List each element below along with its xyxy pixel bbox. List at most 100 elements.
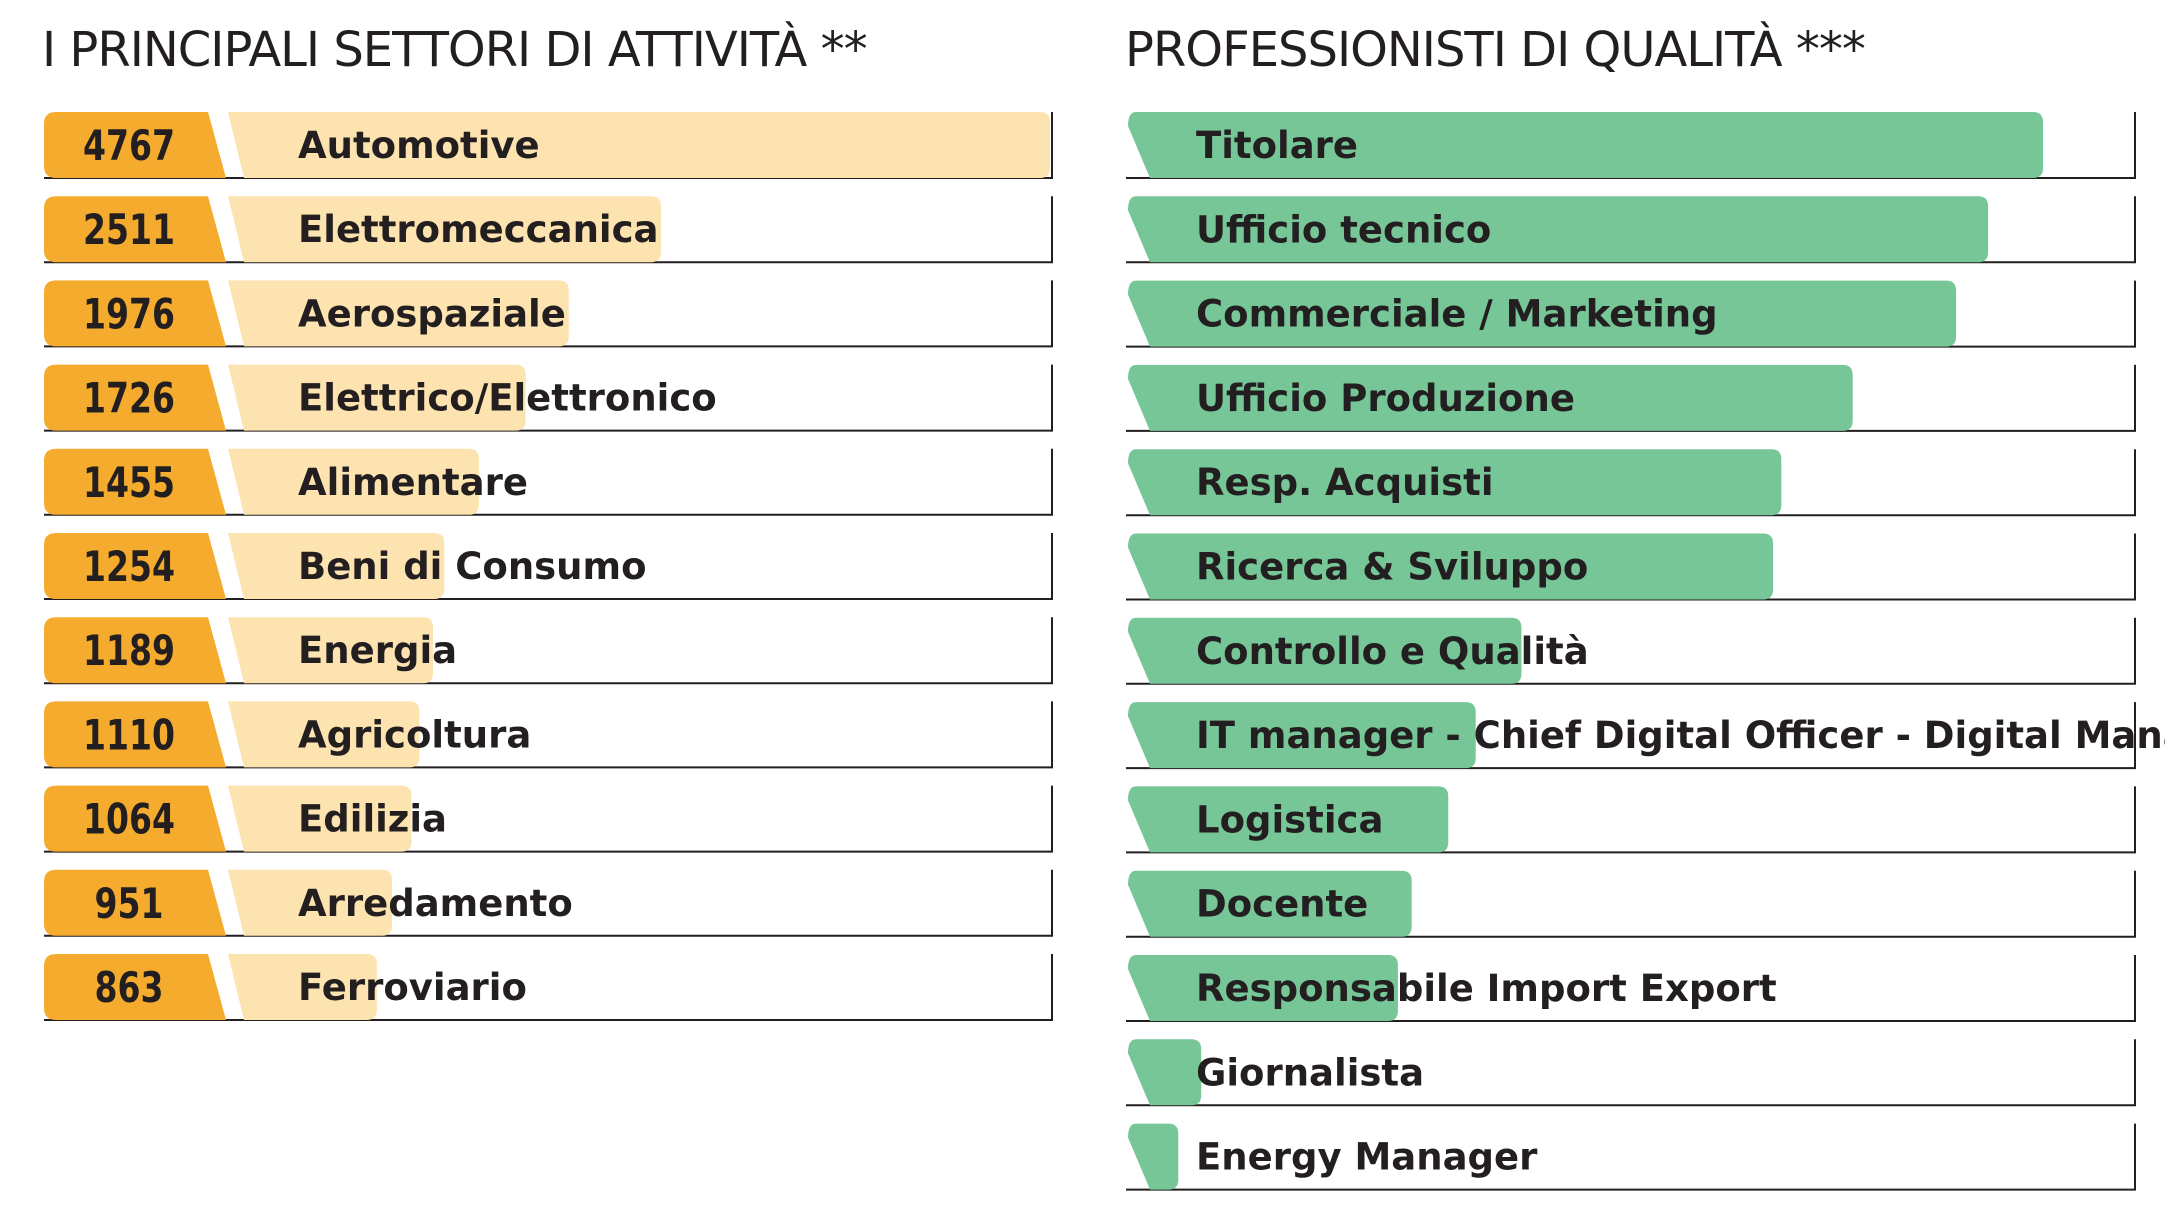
bar xyxy=(1128,533,1774,600)
bar xyxy=(228,196,661,263)
bar-row: 1726 Elettrico/Elettronico xyxy=(44,364,1053,432)
value-tab xyxy=(44,112,226,178)
value-label: 1064 xyxy=(83,795,175,844)
bar xyxy=(228,364,526,431)
category-label: Ferroviario xyxy=(298,966,527,1009)
professionals-chart: PROFESSIONISTI DI QUALITÀ *** Titolare Uf… xyxy=(1100,0,2165,1216)
bar-row: 1254 Beni di Consumo xyxy=(44,533,1053,600)
bar xyxy=(1128,702,1476,769)
value-label: 1189 xyxy=(83,626,175,675)
bar-row: Controllo e Qualità xyxy=(1126,617,2136,685)
category-label: Automotive xyxy=(298,124,540,167)
bar xyxy=(1128,1123,1179,1190)
sectors-bar-chart: 4767 Automotive 2511 Elettromeccanica 1976 Ae… xyxy=(44,112,1053,1021)
bar xyxy=(228,448,479,515)
bar-row: Commerciale / Marketing xyxy=(1126,280,2136,348)
value-tab xyxy=(44,448,226,515)
value-tab xyxy=(44,364,226,431)
bar xyxy=(1128,449,1782,516)
bar xyxy=(1128,1039,1202,1106)
category-label: Titolare xyxy=(1196,124,1358,167)
value-label: 1110 xyxy=(83,710,175,759)
category-label: Commerciale / Marketing xyxy=(1196,293,1718,336)
value-tab xyxy=(44,869,226,936)
bar-row: 1455 Alimentare xyxy=(44,448,1053,516)
category-label: Docente xyxy=(1196,883,1368,926)
bar-row: Resp. Acquisti xyxy=(1126,449,2136,517)
category-label: Giornalista xyxy=(1196,1051,1424,1094)
bar-row: 863 Ferroviario xyxy=(44,954,1053,1021)
sectors-chart: I PRINCIPALI SETTORI DI ATTIVITÀ ** 4767… xyxy=(0,0,1060,1216)
category-label: Elettrico/Elettronico xyxy=(298,377,717,420)
bar-row: 4767 Automotive xyxy=(44,112,1053,179)
bar-row: Titolare xyxy=(1126,112,2136,179)
category-label: Responsabile Import Export xyxy=(1196,967,1777,1010)
bar xyxy=(228,785,412,852)
value-label: 1254 xyxy=(83,542,175,591)
bar-row: 1189 Energia xyxy=(44,617,1053,685)
category-label: IT manager - Chief Digital Officer - Dig… xyxy=(1196,714,2165,757)
value-label: 4767 xyxy=(83,121,175,170)
category-label: Edilizia xyxy=(298,798,447,841)
category-label: Elettromeccanica xyxy=(298,208,659,251)
bar xyxy=(1128,786,1449,853)
bar-row: 1064 Edilizia xyxy=(44,785,1053,853)
value-label: 1455 xyxy=(83,458,175,507)
value-tab xyxy=(44,617,226,684)
bar-row: 2511 Elettromeccanica xyxy=(44,196,1053,264)
bar xyxy=(1128,196,1989,263)
professionals-bar-chart: Titolare Ufficio tecnico Commerciale / Mar… xyxy=(1126,112,2165,1191)
value-label: 951 xyxy=(95,879,164,928)
bar xyxy=(1128,280,1957,347)
chart-title: I PRINCIPALI SETTORI DI ATTIVITÀ ** xyxy=(42,22,868,78)
bar xyxy=(228,112,1050,178)
bar xyxy=(228,280,569,347)
category-label: Alimentare xyxy=(298,461,528,504)
bar-row: Ufficio Produzione xyxy=(1126,364,2136,432)
category-label: Ricerca & Sviluppo xyxy=(1196,546,1588,589)
value-label: 2511 xyxy=(83,205,175,254)
bar-row: Energy Manager xyxy=(1126,1123,2136,1191)
row-rule xyxy=(1126,786,2136,854)
bar xyxy=(1128,364,1853,431)
category-label: Aerospaziale xyxy=(298,292,566,335)
bar xyxy=(228,869,392,936)
row-rule xyxy=(1126,1123,2136,1191)
bar-row: 1110 Agricoltura xyxy=(44,701,1053,769)
value-label: 1976 xyxy=(83,289,175,338)
bar xyxy=(228,701,420,768)
row-rule xyxy=(1126,1039,2136,1107)
category-label: Energia xyxy=(298,629,457,672)
bar-row: Responsabile Import Export xyxy=(1126,955,2136,1022)
bar-row: IT manager - Chief Digital Officer - Dig… xyxy=(1126,702,2165,770)
bar xyxy=(228,533,445,599)
category-label: Logistica xyxy=(1196,798,1383,841)
bar xyxy=(228,954,377,1020)
bar-row: 951 Arredamento xyxy=(44,869,1053,937)
row-rule xyxy=(1126,870,2136,938)
value-label: 863 xyxy=(95,963,164,1012)
bar-row: Giornalista xyxy=(1126,1039,2136,1107)
value-tab xyxy=(44,954,226,1020)
bar xyxy=(228,617,434,684)
category-label: Resp. Acquisti xyxy=(1196,461,1494,504)
bar xyxy=(1128,955,1398,1021)
bar xyxy=(1128,870,1412,937)
bar-row: Docente xyxy=(1126,870,2136,938)
bar xyxy=(1128,617,1522,684)
value-tab xyxy=(44,280,226,347)
category-label: Beni di Consumo xyxy=(298,545,647,588)
bar-row: Logistica xyxy=(1126,786,2136,854)
category-label: Controllo e Qualità xyxy=(1196,630,1589,673)
category-label: Agricoltura xyxy=(298,713,531,756)
row-rule xyxy=(1126,955,2136,1022)
chart-title: PROFESSIONISTI DI QUALITÀ *** xyxy=(1125,22,1866,78)
category-label: Energy Manager xyxy=(1196,1136,1538,1179)
category-label: Ufficio tecnico xyxy=(1196,208,1491,251)
value-tab xyxy=(44,533,226,599)
category-label: Arredamento xyxy=(298,882,573,925)
row-rule xyxy=(44,954,1053,1021)
value-tab xyxy=(44,196,226,263)
bar xyxy=(1128,112,2043,178)
value-label: 1726 xyxy=(83,374,175,423)
